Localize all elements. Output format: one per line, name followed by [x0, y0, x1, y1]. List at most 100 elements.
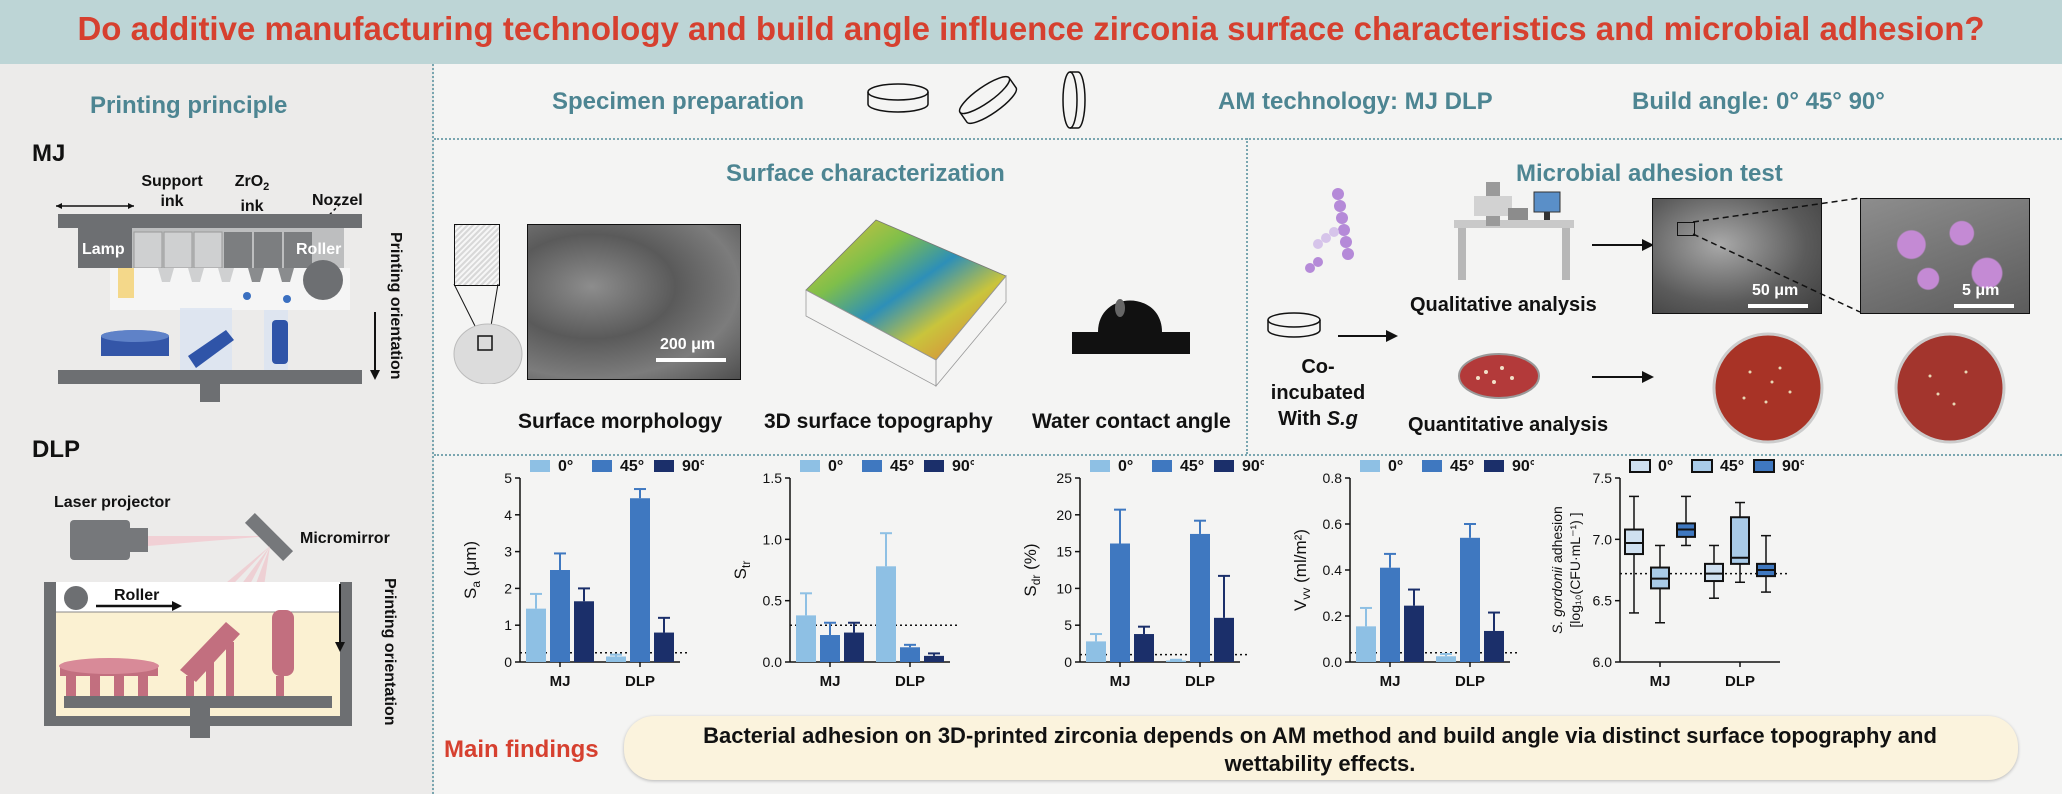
charts-divider	[434, 454, 2062, 456]
build-angle-heading: Build angle: 0° 45° 90°	[1632, 88, 1885, 115]
bar-0°	[1356, 626, 1376, 662]
middle-divider	[1246, 138, 1248, 454]
legend-swatch	[1629, 459, 1651, 473]
legend-label: 90°	[952, 458, 974, 475]
bar-90°	[654, 632, 674, 662]
dlp-build-platform	[64, 696, 332, 708]
disc-0deg-icon	[867, 83, 929, 113]
chart-4: 0° 45° 90° 0.0 0.2 0.4 0.6 0.8 MJ DLP Vvv (ml/m²)	[1291, 458, 1534, 690]
arrow-to-plates	[1592, 371, 1654, 383]
bar-0°	[606, 656, 626, 662]
x-tick-label: DLP	[895, 673, 925, 690]
legend-label: 90°	[1782, 458, 1804, 475]
specimen-shapes	[867, 71, 1086, 129]
legend-label: 0°	[1118, 458, 1133, 475]
y-tick-label: 5	[1064, 617, 1072, 633]
legend-label: 0°	[1388, 458, 1403, 475]
x-tick-label: MJ	[820, 673, 841, 690]
specimen-preparation-heading: Specimen preparation	[552, 88, 805, 115]
y-tick-label: 5	[504, 470, 512, 486]
nozzel-label: Nozzel	[312, 192, 363, 209]
legend-swatch	[1214, 460, 1234, 472]
y-tick-label: 7.5	[1593, 470, 1613, 486]
legend-swatch	[1691, 459, 1713, 473]
part-45deg	[180, 622, 240, 682]
legend-swatch	[1753, 459, 1775, 473]
y-tick-label: 4	[504, 507, 512, 523]
microbial-adhesion-heading: Microbial adhesion test	[1516, 160, 1783, 187]
y-tick-label: 3	[504, 544, 512, 560]
legend-swatch	[1152, 460, 1172, 472]
legend-label: 0°	[558, 458, 573, 475]
legend-swatch	[1484, 460, 1504, 472]
bar-0°	[796, 615, 816, 662]
zro2-ink-label: ZrO2 ink	[234, 173, 270, 216]
y-tick-label: 0.8	[1323, 470, 1343, 486]
y-tick-label: 7.0	[1593, 531, 1613, 547]
bar-45°	[900, 647, 920, 662]
printing-principle-heading: Printing principle	[90, 92, 288, 119]
chart-1: 0° 45° 90° 0 1 2 3 4 5 MJ DLP Sa (μm)	[461, 458, 704, 690]
micromirror	[244, 512, 294, 562]
legend-label: 0°	[1658, 458, 1673, 475]
mj-orientation-label: Printing orientation	[387, 232, 404, 380]
legend-label: 45°	[1180, 458, 1204, 475]
bar-45°	[550, 570, 570, 662]
legend-swatch	[800, 460, 820, 472]
y-axis-label: Sdr (%)	[1021, 543, 1043, 596]
am-technology-heading: AM technology: MJ DLP	[1218, 88, 1493, 115]
charts-row: 0° 45° 90° 0 1 2 3 4 5 MJ DLP Sa (μm) 0° 45° 90° 0.0 0.5…	[434, 456, 2062, 716]
legend-swatch	[924, 460, 944, 472]
bar-45°	[820, 635, 840, 662]
specimen-45deg	[188, 330, 234, 368]
y-tick-label: 0.6	[1323, 516, 1343, 532]
y-tick-label: 15	[1056, 544, 1072, 560]
y-tick-label: 20	[1056, 507, 1072, 523]
sem-bacteria-image	[1652, 198, 1822, 314]
y-axis-label: Sa (μm)	[461, 541, 483, 599]
bar-45°	[1110, 543, 1130, 662]
y-tick-label: 2	[504, 580, 512, 596]
y-tick-label: 1.0	[763, 531, 783, 547]
roller-text: Roller	[296, 241, 341, 258]
surface-topography-label: 3D surface topography	[764, 410, 993, 433]
mj-orientation-arrow	[370, 312, 380, 380]
dlp-orientation-arrow	[335, 584, 345, 652]
x-tick-label: DLP	[1455, 673, 1485, 690]
qualitative-analysis-label: Qualitative analysis	[1410, 294, 1597, 316]
bar-90°	[1404, 605, 1424, 662]
bar-90°	[924, 655, 944, 662]
scale-label-50: 50 μm	[1752, 282, 1799, 299]
legend-label: 90°	[682, 458, 704, 475]
dlp-heading: DLP	[32, 436, 80, 463]
lamp-text: Lamp	[82, 241, 125, 258]
bar-0°	[1166, 660, 1186, 662]
title-banner	[0, 0, 2062, 64]
printhead-rail	[58, 214, 362, 228]
x-tick-label: MJ	[550, 673, 571, 690]
y-tick-label: 0.0	[1323, 654, 1343, 670]
sem-zoom-inset	[454, 224, 500, 286]
x-tick-label: MJ	[1110, 673, 1131, 690]
main-findings-text: Bacterial adhesion on 3D-printed zirconi…	[703, 723, 1937, 776]
micromirror-label: Micromirror	[300, 530, 390, 547]
bar-0°	[876, 566, 896, 662]
bar-45°	[1380, 567, 1400, 662]
bar-0°	[1436, 656, 1456, 662]
coincubation-disc	[1267, 312, 1398, 342]
y-axis-label: Str	[731, 561, 753, 580]
specimen-disc-icon	[453, 284, 523, 384]
dlp-orientation-label: Printing orientation	[381, 578, 398, 726]
bar-45°	[630, 498, 650, 662]
support-ink-label: Support ink	[141, 173, 203, 210]
laser-projector-label: Laser projector	[54, 494, 171, 511]
y-tick-label: 1	[504, 617, 512, 633]
y-tick-label: 10	[1056, 580, 1072, 596]
roller-drum	[303, 260, 343, 300]
sem-surface-image	[527, 224, 741, 380]
y-tick-label: 0.2	[1323, 608, 1343, 624]
y-axis-label: S. gordonii adhesion	[1549, 506, 1565, 634]
agar-plates	[1712, 332, 2006, 444]
x-tick-label: DLP	[1725, 673, 1755, 690]
scale-bar-200	[656, 358, 726, 362]
